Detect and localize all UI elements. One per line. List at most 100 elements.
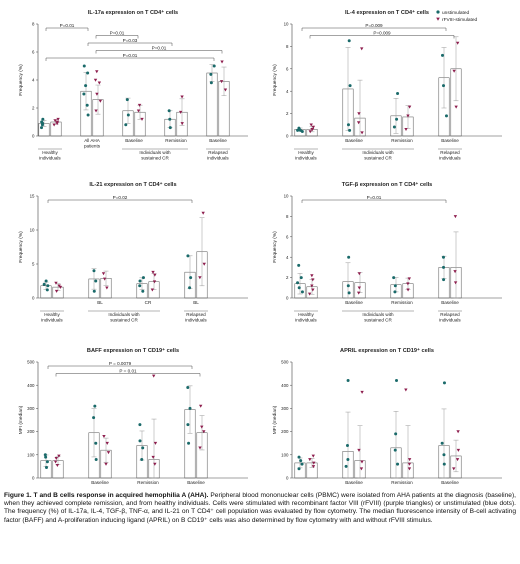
data-point-stimulated xyxy=(105,441,109,445)
data-point-stimulated xyxy=(311,465,316,469)
data-point-unstimulated xyxy=(45,288,49,292)
category-label: Relapsed xyxy=(186,312,206,317)
data-point-stimulated xyxy=(55,122,59,126)
data-point-unstimulated xyxy=(43,453,47,457)
chart-title: BAFF expression on T CD19⁺ cells xyxy=(87,347,179,354)
data-point-unstimulated xyxy=(297,263,301,267)
data-point-stimulated xyxy=(310,127,314,131)
data-point-stimulated xyxy=(311,125,316,129)
data-point-unstimulated xyxy=(168,117,172,121)
y-tick-label: 6 xyxy=(286,66,289,71)
y-tick-label: 4 xyxy=(32,78,35,83)
p-value-label: P=0.01 xyxy=(367,195,382,200)
data-point-stimulated xyxy=(407,105,412,109)
data-point-stimulated xyxy=(201,211,205,215)
figure-caption: Figure 1. T and B cells response in acqu… xyxy=(4,492,516,525)
y-tick-label: 0 xyxy=(286,476,289,481)
y-tick-label: 0 xyxy=(32,296,35,301)
data-point-stimulated xyxy=(220,60,224,64)
category-label: individuals xyxy=(295,317,317,322)
data-point-unstimulated xyxy=(346,457,350,461)
chart-title: APRIL expression on T CD19⁺ cells xyxy=(340,347,434,354)
data-point-stimulated xyxy=(311,454,315,458)
category-label: individuals xyxy=(207,155,229,160)
data-point-unstimulated xyxy=(86,71,90,75)
data-point-unstimulated xyxy=(82,92,86,96)
y-axis-label: Frequency (%) xyxy=(272,64,278,96)
category-label: individuals xyxy=(185,317,207,322)
category-label: Relapsed xyxy=(440,312,460,317)
data-point-stimulated xyxy=(454,105,458,109)
data-point-unstimulated xyxy=(394,432,398,436)
category-label: sustained CR xyxy=(110,317,138,322)
data-point-unstimulated xyxy=(299,459,303,463)
data-point-unstimulated xyxy=(168,126,172,130)
data-point-unstimulated xyxy=(138,423,142,427)
y-axis-label: MFI (median) xyxy=(272,405,278,434)
y-tick-label: 200 xyxy=(27,429,35,434)
data-point-unstimulated xyxy=(46,284,50,288)
data-point-unstimulated xyxy=(82,64,86,68)
data-point-unstimulated xyxy=(344,464,348,468)
data-point-stimulated xyxy=(309,123,313,127)
data-point-stimulated xyxy=(57,454,61,458)
data-point-stimulated xyxy=(180,95,184,99)
data-point-unstimulated xyxy=(186,386,190,390)
data-point-unstimulated xyxy=(125,98,129,102)
y-axis-label: MFI (median) xyxy=(18,405,24,434)
legend-label: unstimulated xyxy=(442,10,470,16)
y-tick-label: 0 xyxy=(286,134,289,139)
data-point-unstimulated xyxy=(94,441,98,445)
data-point-stimulated xyxy=(357,286,362,290)
data-point-unstimulated xyxy=(188,286,192,290)
y-tick-label: 300 xyxy=(27,406,35,411)
data-point-stimulated xyxy=(198,446,202,450)
data-point-unstimulated xyxy=(442,453,446,457)
data-point-unstimulated xyxy=(94,457,98,461)
y-tick-label: 15 xyxy=(30,194,35,199)
data-point-stimulated xyxy=(407,467,412,471)
data-point-stimulated xyxy=(93,78,98,82)
caption-title: . T and B cells response in acquired hem… xyxy=(29,492,209,499)
data-point-stimulated xyxy=(359,467,364,471)
chart-panel: IL-17a expression on T CD4⁺ cells 0 2 4 6 8 Fr… xyxy=(18,9,248,160)
data-point-stimulated xyxy=(453,215,458,219)
data-point-stimulated xyxy=(153,462,157,466)
data-point-stimulated xyxy=(55,463,60,467)
data-point-unstimulated xyxy=(187,441,191,445)
data-point-unstimulated xyxy=(396,462,400,466)
p-value-label: P=0.01 xyxy=(60,23,75,28)
group-label: Baseline xyxy=(441,300,459,305)
data-point-stimulated xyxy=(407,277,411,281)
group-label: Baseline xyxy=(187,480,205,485)
data-point-unstimulated xyxy=(396,91,400,95)
y-tick-label: 2 xyxy=(286,111,289,116)
group-label: Baseline xyxy=(125,138,143,143)
y-tick-label: 10 xyxy=(284,194,289,199)
chart-title: IL-17a expression on T CD4⁺ cells xyxy=(88,9,178,16)
data-point-unstimulated xyxy=(297,126,301,130)
group-label: CR xyxy=(145,300,152,305)
category-label: Healthy xyxy=(42,150,58,155)
data-point-stimulated xyxy=(105,286,109,290)
category-label: Individuals with xyxy=(362,312,394,317)
data-point-unstimulated xyxy=(44,455,48,459)
data-point-unstimulated xyxy=(442,381,446,385)
y-tick-label: 5 xyxy=(32,262,35,267)
p-value-label: P=0.009 xyxy=(373,30,391,35)
y-tick-label: 500 xyxy=(281,360,289,365)
category-label: Healthy xyxy=(44,312,60,317)
data-point-unstimulated xyxy=(44,466,48,470)
data-point-stimulated xyxy=(310,284,314,288)
data-point-stimulated xyxy=(153,441,158,445)
data-point-stimulated xyxy=(137,103,142,107)
data-point-stimulated xyxy=(453,270,457,274)
data-point-stimulated xyxy=(102,434,106,438)
y-axis-label: Frequency (%) xyxy=(18,64,24,96)
data-point-unstimulated xyxy=(138,439,142,443)
data-point-stimulated xyxy=(53,119,57,123)
p-value-label: P = 0.0079 xyxy=(109,361,132,366)
chart-title: IL-4 expression on T CD4⁺ cells xyxy=(345,9,429,16)
data-point-unstimulated xyxy=(393,448,397,452)
data-point-unstimulated xyxy=(297,467,301,471)
